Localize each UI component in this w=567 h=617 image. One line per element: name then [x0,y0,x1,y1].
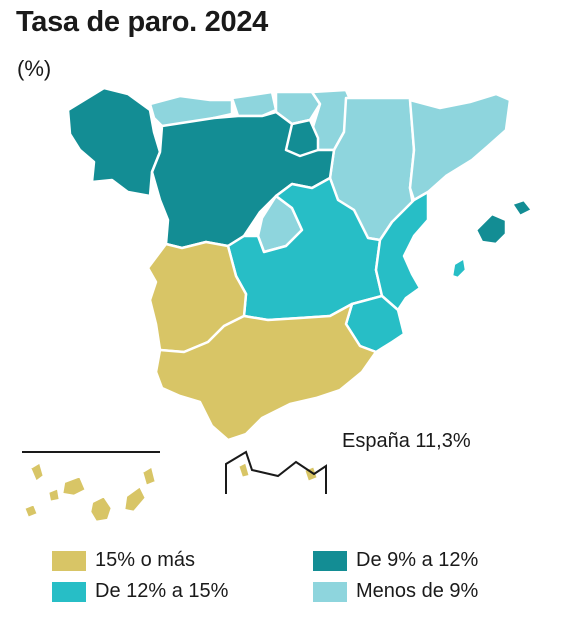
region-valencia [374,190,430,312]
ceuta-melilla-inset-outline [225,450,327,494]
legend-label: 15% o más [95,549,196,571]
national-total-label: España 11,3% [342,430,471,452]
legend-label: Menos de 9% [356,580,479,602]
legend-swatch [313,581,347,602]
legend-item-mid-low: De 9% a 12% [313,549,478,572]
map-subtitle: (%) [17,56,52,81]
map-title: Tasa de paro. 2024 [16,6,268,38]
region-baleares-ibiza [450,256,468,280]
legend-swatch [52,581,86,602]
legend-swatch [313,550,347,571]
legend-item-low: Menos de 9% [313,580,478,603]
region-andalucia [154,302,378,442]
legend-swatch [52,550,86,571]
region-la-rioja [284,118,320,158]
region-baleares-mallorca [474,212,508,246]
legend-item-high: 15% o más [52,549,195,572]
legend-item-mid-high: De 12% a 15% [52,580,228,603]
region-baleares-menorca [510,198,534,218]
region-ceuta [236,460,252,480]
legend-label: De 9% a 12% [356,549,479,571]
region-cataluna [408,92,512,202]
region-canarias [22,460,158,524]
legend-label: De 12% a 15% [95,580,229,602]
region-galicia [66,86,162,198]
region-cantabria [230,90,278,118]
